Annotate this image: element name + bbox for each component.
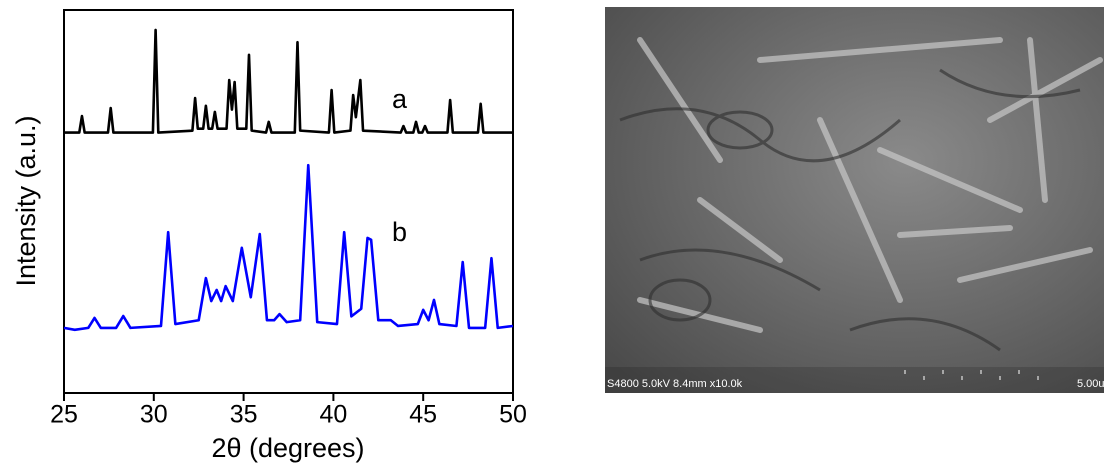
plot-frame: [63, 9, 514, 394]
annotation: b: [392, 217, 407, 247]
annotation: a: [392, 84, 408, 114]
y-axis-label: Intensity (a.u.): [11, 115, 41, 286]
series-line: [63, 163, 514, 332]
x-tick-label: 35: [230, 401, 258, 429]
x-tick-label: 45: [409, 401, 437, 429]
sem-info: S4800 5.0kV 8.4mm x10.0k: [607, 378, 743, 390]
series-line: [64, 28, 513, 134]
x-tick-label: 50: [499, 401, 527, 429]
sem-image: S4800 5.0kV 8.4mm x10.0k 5.00um: [605, 7, 1104, 393]
x-tick-label: 40: [319, 401, 347, 429]
x-tick-label: 25: [50, 401, 78, 429]
sem-scale: 5.00um: [1077, 378, 1104, 390]
x-axis-label: 2θ (degrees): [211, 433, 364, 463]
x-tick-label: 30: [140, 401, 168, 429]
